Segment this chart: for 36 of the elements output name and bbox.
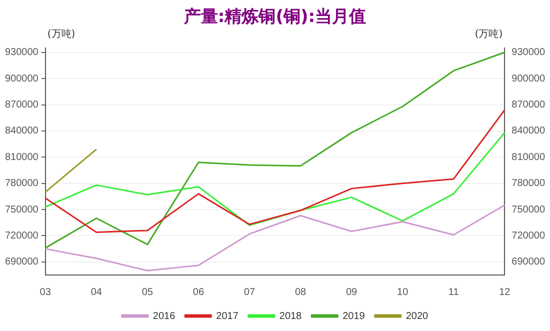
y2-tick-label: 840000 [512, 126, 546, 137]
x-tick-label: 08 [294, 286, 307, 298]
legend-label: 2016 [152, 310, 176, 322]
y-tick-label: 750000 [4, 204, 39, 216]
y2-tick-label: 930000 [512, 47, 546, 58]
y-tick-label: 720000 [4, 230, 39, 242]
y-tick-label: 900000 [4, 73, 39, 84]
x-tick-label: 05 [142, 286, 154, 298]
y2-tick-label: 690000 [512, 256, 546, 268]
x-tick-label: 11 [448, 286, 460, 298]
y2-tick-label: 900000 [512, 73, 546, 84]
x-tick-label: 09 [346, 286, 358, 298]
y2-axis-title: (万吨) [474, 28, 504, 42]
y-tick-label: 840000 [4, 126, 39, 137]
y2-tick-label: 750000 [512, 204, 546, 216]
x-tick-label: 07 [244, 286, 256, 298]
legend-label: 2018 [279, 310, 302, 322]
chart-title: 产量:精炼铜(铜):当月值 [184, 7, 366, 27]
y-axis-title: (万吨) [46, 28, 76, 42]
x-tick-label: 04 [90, 286, 102, 298]
legend-label: 2019 [342, 310, 366, 322]
x-tick-label: 03 [40, 286, 52, 298]
y-tick-label: 930000 [4, 47, 39, 58]
y-tick-label: 810000 [4, 152, 39, 163]
legend-label: 2020 [406, 310, 429, 322]
legend-label: 2017 [216, 310, 239, 322]
y-tick-label: 870000 [4, 100, 39, 110]
y2-tick-label: 870000 [512, 100, 546, 110]
y2-tick-label: 810000 [512, 152, 546, 163]
x-tick-label: 12 [499, 286, 511, 298]
y2-tick-label: 780000 [512, 178, 546, 190]
y2-tick-label: 720000 [512, 230, 546, 242]
x-tick-label: 10 [397, 286, 409, 298]
x-tick-label: 06 [192, 286, 204, 298]
y-tick-label: 780000 [4, 178, 39, 190]
y-tick-label: 690000 [4, 256, 39, 268]
